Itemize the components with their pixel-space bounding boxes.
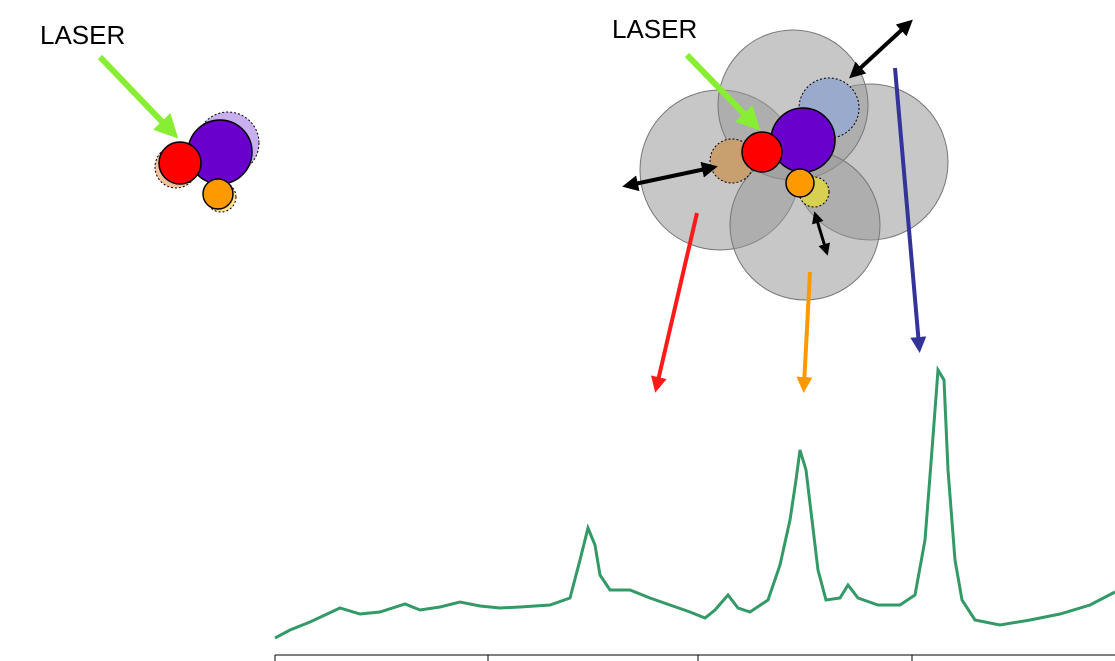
spectrum <box>274 365 1115 640</box>
arrow <box>796 271 813 393</box>
laser-label: LASER <box>40 20 125 50</box>
laser-label: LASER <box>612 14 697 44</box>
x-axis <box>274 654 1115 661</box>
right-molecule <box>622 19 949 301</box>
arrow <box>893 67 927 353</box>
arrow <box>651 212 699 393</box>
left-molecule <box>97 54 260 213</box>
